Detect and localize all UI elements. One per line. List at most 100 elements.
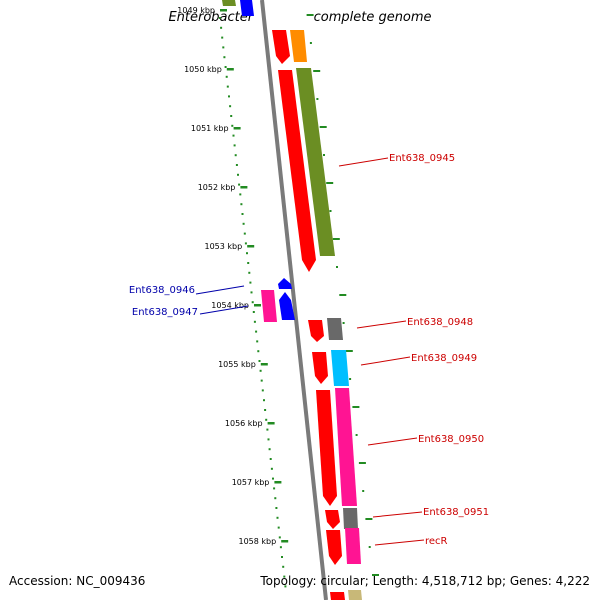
gene-arrow-top-olive[interactable] (222, 0, 236, 6)
scale-dot (226, 85, 229, 88)
band-edge-mark (355, 434, 358, 436)
scale-dot (232, 134, 235, 137)
label-leaders (195, 157, 425, 546)
scale-dot (282, 565, 285, 568)
scale-dot (239, 193, 242, 196)
scale-dot (281, 556, 283, 558)
gene-arrow-ent638-0948-red[interactable] (308, 320, 324, 342)
scale-tick (274, 481, 282, 484)
feature-track (222, 0, 362, 600)
scale-dot (272, 477, 274, 480)
band-edge-mark (345, 350, 353, 352)
scale-tick (226, 68, 234, 71)
gene-arrow-bottom-red[interactable] (330, 592, 345, 600)
gene-arrow-orange-1[interactable] (290, 30, 307, 62)
scale-dot (218, 17, 221, 19)
gene-arrow-ent638-0949-cyan[interactable] (331, 350, 349, 386)
scale-dot (284, 585, 287, 588)
gene-arrow-ent638-0949-red[interactable] (312, 352, 328, 384)
scale-tick-label: 1057 kbp (232, 478, 270, 487)
gene-arrow-ent638-0950-red[interactable] (316, 390, 337, 506)
band-edge-mark (316, 98, 319, 100)
band-edge-mark (306, 14, 314, 16)
gene-label-ent638-0945[interactable]: Ent638_0945 (389, 153, 455, 164)
gene-arrow-ent638-0951-gray[interactable] (343, 508, 358, 529)
scale-tick-label: 1049 kbp (177, 6, 215, 15)
scale-dot (260, 379, 263, 382)
gene-arrow-ent638-0945-olive[interactable] (296, 68, 335, 256)
band-edge-mark (309, 42, 312, 44)
scale-dot (248, 271, 251, 274)
scale-dot (238, 183, 241, 186)
scale-dot (234, 154, 237, 157)
gene-label-recr[interactable]: recR (425, 536, 448, 547)
scale-dot (251, 301, 254, 304)
gene-arrow-ent638-0946[interactable] (278, 278, 292, 289)
gene-arrow-ent638-0947-blue[interactable] (279, 292, 295, 320)
gene-label-ent638-0949[interactable]: Ent638_0949 (411, 353, 477, 364)
band-edge-mark (372, 574, 379, 576)
scale-dot (231, 124, 234, 127)
band-edge-mark (368, 546, 371, 548)
band-edge-mark (326, 182, 334, 184)
scale-tick-label: 1055 kbp (218, 360, 256, 369)
gene-arrow-red-1[interactable] (272, 30, 290, 64)
scale-tick-label: 1051 kbp (191, 124, 229, 133)
scale-dot (261, 389, 264, 392)
scale-tick (260, 363, 268, 366)
scale-dot (270, 467, 273, 470)
scale-tick (233, 127, 241, 130)
scale-dot (224, 66, 227, 68)
scale-dot (277, 526, 280, 529)
scale-tick (267, 422, 275, 425)
band-edge-mark (342, 322, 345, 324)
scale-tick (240, 186, 248, 189)
scale-dot (233, 144, 236, 147)
gene-arrow-ent638-0951-red[interactable] (325, 510, 340, 529)
accession-text: Accession: NC_009436 (9, 574, 146, 588)
gene-label-ent638-0947[interactable]: Ent638_0947 (132, 307, 198, 318)
scale-dot (264, 409, 267, 411)
gene-arrow-top-blue[interactable] (240, 0, 254, 16)
band-edge-mark (362, 490, 365, 492)
scale-tick-label: 1052 kbp (198, 183, 236, 192)
gene-labels: Ent638_0945 Ent638_0946 Ent638_0947 Ent6… (129, 153, 489, 547)
scale-dot (263, 399, 265, 402)
scale-tick-label: 1058 kbp (238, 537, 276, 546)
scale-dot (241, 213, 244, 215)
band-edge-mark (332, 238, 340, 240)
scale-tick (254, 304, 261, 307)
scale-tick-label: 1056 kbp (225, 419, 263, 428)
gene-arrow-ent638-0950-pink[interactable] (335, 388, 357, 506)
scale-dot (278, 536, 281, 539)
gene-label-ent638-0946[interactable]: Ent638_0946 (129, 285, 195, 296)
scale-dot (275, 507, 278, 509)
scale-dot (256, 340, 259, 343)
scale-dot (250, 291, 253, 294)
scale-dot (265, 418, 268, 421)
scale-dot (259, 369, 262, 372)
scale-dot (257, 350, 260, 353)
scale-dot (237, 173, 239, 176)
gene-arrow-ent638-0948-gray[interactable] (327, 318, 343, 340)
gene-label-ent638-0951[interactable]: Ent638_0951 (423, 507, 489, 518)
gene-arrow-ent638-0945-red[interactable] (278, 70, 316, 272)
gene-arrow-ent638-0947-pink[interactable] (261, 290, 277, 322)
scale-dot (247, 262, 250, 264)
scale-dot (266, 428, 269, 431)
gene-arrow-recr-red[interactable] (326, 530, 342, 565)
gene-label-ent638-0950[interactable]: Ent638_0950 (418, 434, 484, 445)
band-edge-mark (329, 210, 332, 212)
gene-arrow-recr-pink[interactable] (345, 528, 361, 564)
scale-tick (247, 245, 255, 248)
gene-label-ent638-0948[interactable]: Ent638_0948 (407, 317, 473, 328)
scale-dot (268, 448, 271, 451)
scale-dot (235, 164, 238, 166)
scale-dot (223, 56, 226, 59)
band-edge-mark (349, 378, 352, 380)
scale-dot (229, 105, 232, 108)
scale-tick-label: 1053 kbp (204, 242, 242, 251)
scale-dot (244, 242, 247, 245)
gene-arrow-bottom-tan[interactable] (348, 590, 362, 600)
